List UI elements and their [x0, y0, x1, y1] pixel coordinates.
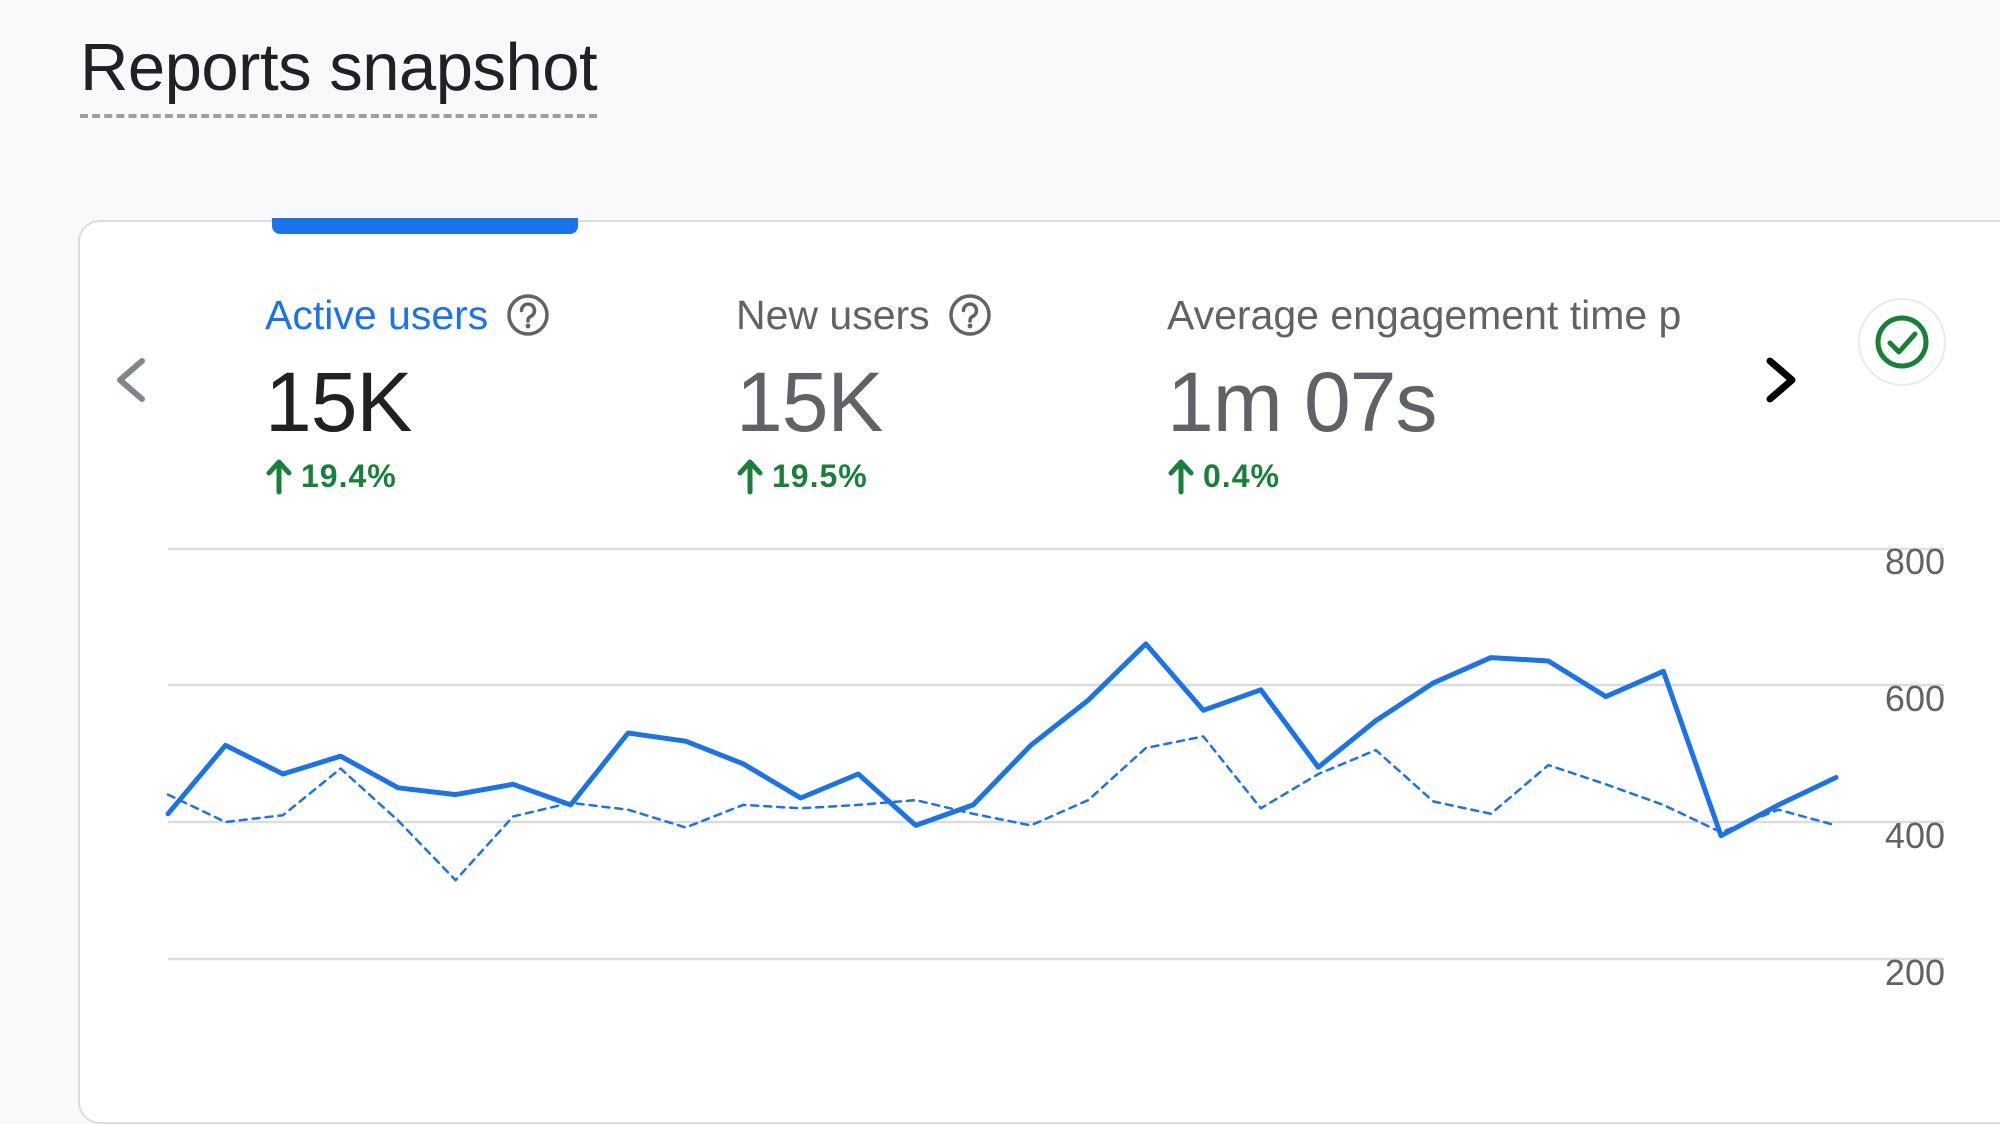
metric-value: 15K: [736, 355, 883, 449]
metric-label: New users: [736, 291, 930, 338]
metric-value: 1m 07s: [1167, 355, 1437, 449]
help-circle-icon[interactable]: [506, 293, 550, 337]
y-tick-label: 600: [1885, 678, 1945, 719]
arrow-up-icon: [1168, 459, 1194, 494]
check-circle-icon: [1875, 315, 1929, 369]
chevron-right-icon: [1766, 357, 1796, 403]
prev-metric-button[interactable]: [106, 345, 156, 415]
next-metric-button[interactable]: [1752, 345, 1808, 415]
arrow-up-icon: [737, 459, 763, 494]
metric-change-value: 0.4%: [1203, 458, 1280, 494]
selected-tab-indicator: [272, 218, 578, 234]
help-circle-icon[interactable]: [948, 293, 992, 337]
metric-value: 15K: [265, 355, 412, 449]
metric-change-value: 19.5%: [772, 458, 868, 494]
status-check-badge[interactable]: [1858, 298, 1946, 386]
metric-active-users[interactable]: Active users 15K 19.4%: [265, 280, 550, 495]
y-tick-label: 800: [1885, 541, 1945, 582]
chevron-left-icon: [117, 358, 145, 402]
metric-change: 0.4%: [1167, 458, 1681, 495]
active-users-series-line: [165, 641, 1839, 839]
metric-change-value: 19.4%: [301, 458, 397, 494]
metric-change: 19.5%: [736, 458, 992, 495]
metrics-carousel: Active users 15K 19.4% New users 15K: [260, 280, 1726, 520]
metric-change: 19.4%: [265, 458, 550, 495]
metric-label: Active users: [265, 291, 489, 338]
reports-snapshot-card: [78, 220, 2000, 1124]
active-users-line-chart: 800 600 400 200: [165, 541, 1945, 993]
metric-average-engagement-time[interactable]: Average engagement time p 1m 07s 0.4%: [1167, 280, 1681, 495]
page-title[interactable]: Reports snapshot: [80, 26, 598, 118]
metric-label: Average engagement time p: [1167, 291, 1682, 338]
metric-new-users[interactable]: New users 15K 19.5%: [736, 280, 992, 495]
comparison-series-line: [166, 735, 1838, 882]
y-tick-label: 400: [1885, 815, 1945, 856]
arrow-up-icon: [266, 459, 292, 494]
y-tick-label: 200: [1885, 952, 1945, 993]
